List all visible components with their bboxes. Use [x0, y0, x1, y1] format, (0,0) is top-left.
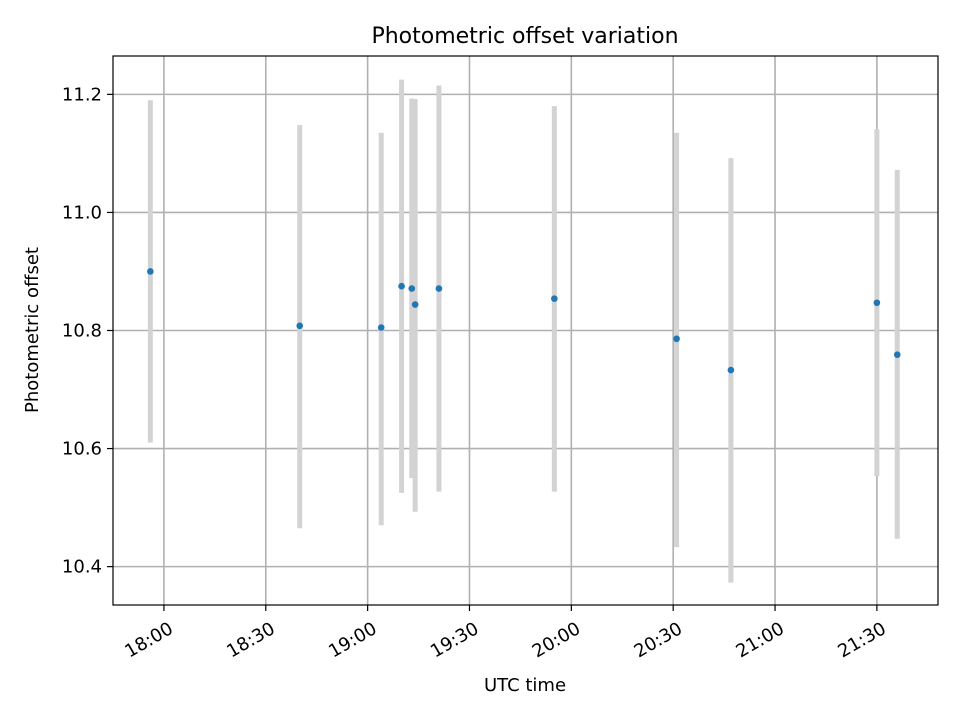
- x-tick-label: 21:30: [834, 618, 889, 662]
- x-tick-label: 20:30: [631, 618, 686, 662]
- data-point: [435, 285, 443, 292]
- data-point: [551, 295, 558, 302]
- y-tick-label: 11.0: [62, 202, 102, 223]
- data-points: [147, 268, 901, 374]
- data-point: [377, 324, 385, 331]
- data-point: [673, 335, 680, 343]
- x-tick-label: 20:00: [529, 618, 584, 662]
- y-axis-label: Photometric offset: [22, 247, 43, 413]
- data-point: [873, 299, 881, 307]
- data-point: [893, 351, 901, 359]
- x-tick-label: 21:00: [733, 618, 788, 662]
- x-tick-label: 18:30: [223, 618, 278, 662]
- x-tick-label: 18:00: [121, 618, 176, 662]
- data-point: [411, 301, 419, 308]
- y-axis-ticks: 10.4 10.6 10.8 11.0 11.2: [62, 84, 113, 578]
- data-point: [398, 282, 405, 290]
- x-axis-ticks: 18:00 18:30 19:00 19:30 20:00 20:30 21:00 21:30: [121, 605, 890, 662]
- y-tick-label: 10.8: [62, 321, 102, 342]
- y-tick-label: 10.6: [62, 439, 102, 460]
- data-point: [147, 268, 154, 275]
- data-point: [296, 322, 304, 330]
- x-axis-label: UTC time: [484, 675, 566, 696]
- chart-title: Photometric offset variation: [371, 24, 678, 49]
- y-tick-label: 11.2: [62, 84, 102, 105]
- data-point: [408, 285, 416, 292]
- x-tick-label: 19:00: [325, 618, 380, 662]
- x-tick-label: 19:30: [427, 618, 482, 662]
- data-point: [727, 366, 735, 374]
- y-tick-label: 10.4: [62, 557, 102, 578]
- grid: [113, 56, 938, 605]
